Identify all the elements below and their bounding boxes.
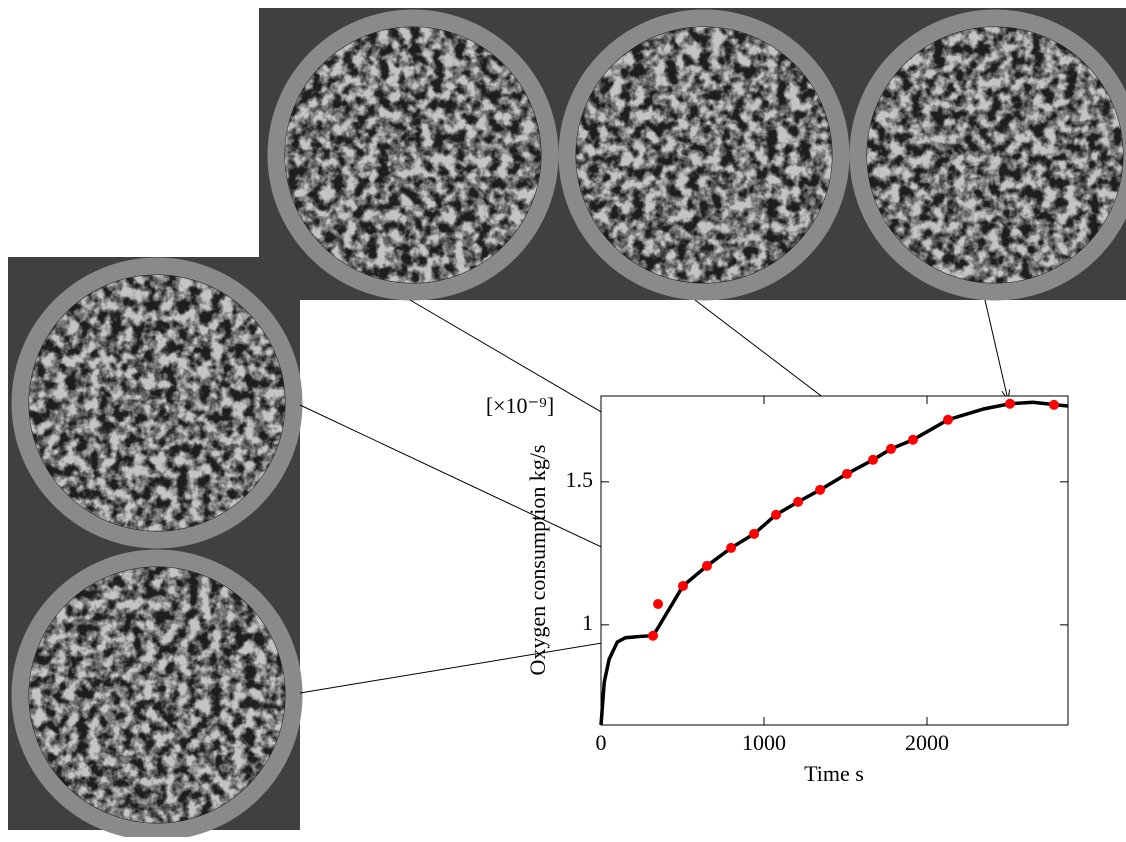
data-point [841,468,852,479]
data-point [677,580,688,591]
ct-images [8,8,1126,841]
data-point [793,496,804,507]
x-tick-label: 1000 [742,730,786,755]
x-tick-label: 2000 [905,730,949,755]
data-point [771,509,782,520]
data-point [1048,399,1059,410]
data-point [868,454,879,465]
data-point [647,630,658,641]
x-axis-label: Time s [804,761,864,786]
data-point [1004,398,1015,409]
data-point [726,542,737,553]
data-point [815,484,826,495]
data-point [907,434,918,445]
data-point [885,443,896,454]
plot-area [600,395,1069,726]
y-multiplier: [×10⁻⁹] [486,393,554,418]
x-tick-label: 0 [596,730,607,755]
y-tick-label: 1 [582,610,593,635]
y-tick-label: 1.5 [566,467,594,492]
data-point [943,414,954,425]
data-point [701,560,712,571]
data-point [653,598,664,609]
data-point [749,528,760,539]
y-axis-label: Oxygen consumption kg/s [525,445,550,676]
